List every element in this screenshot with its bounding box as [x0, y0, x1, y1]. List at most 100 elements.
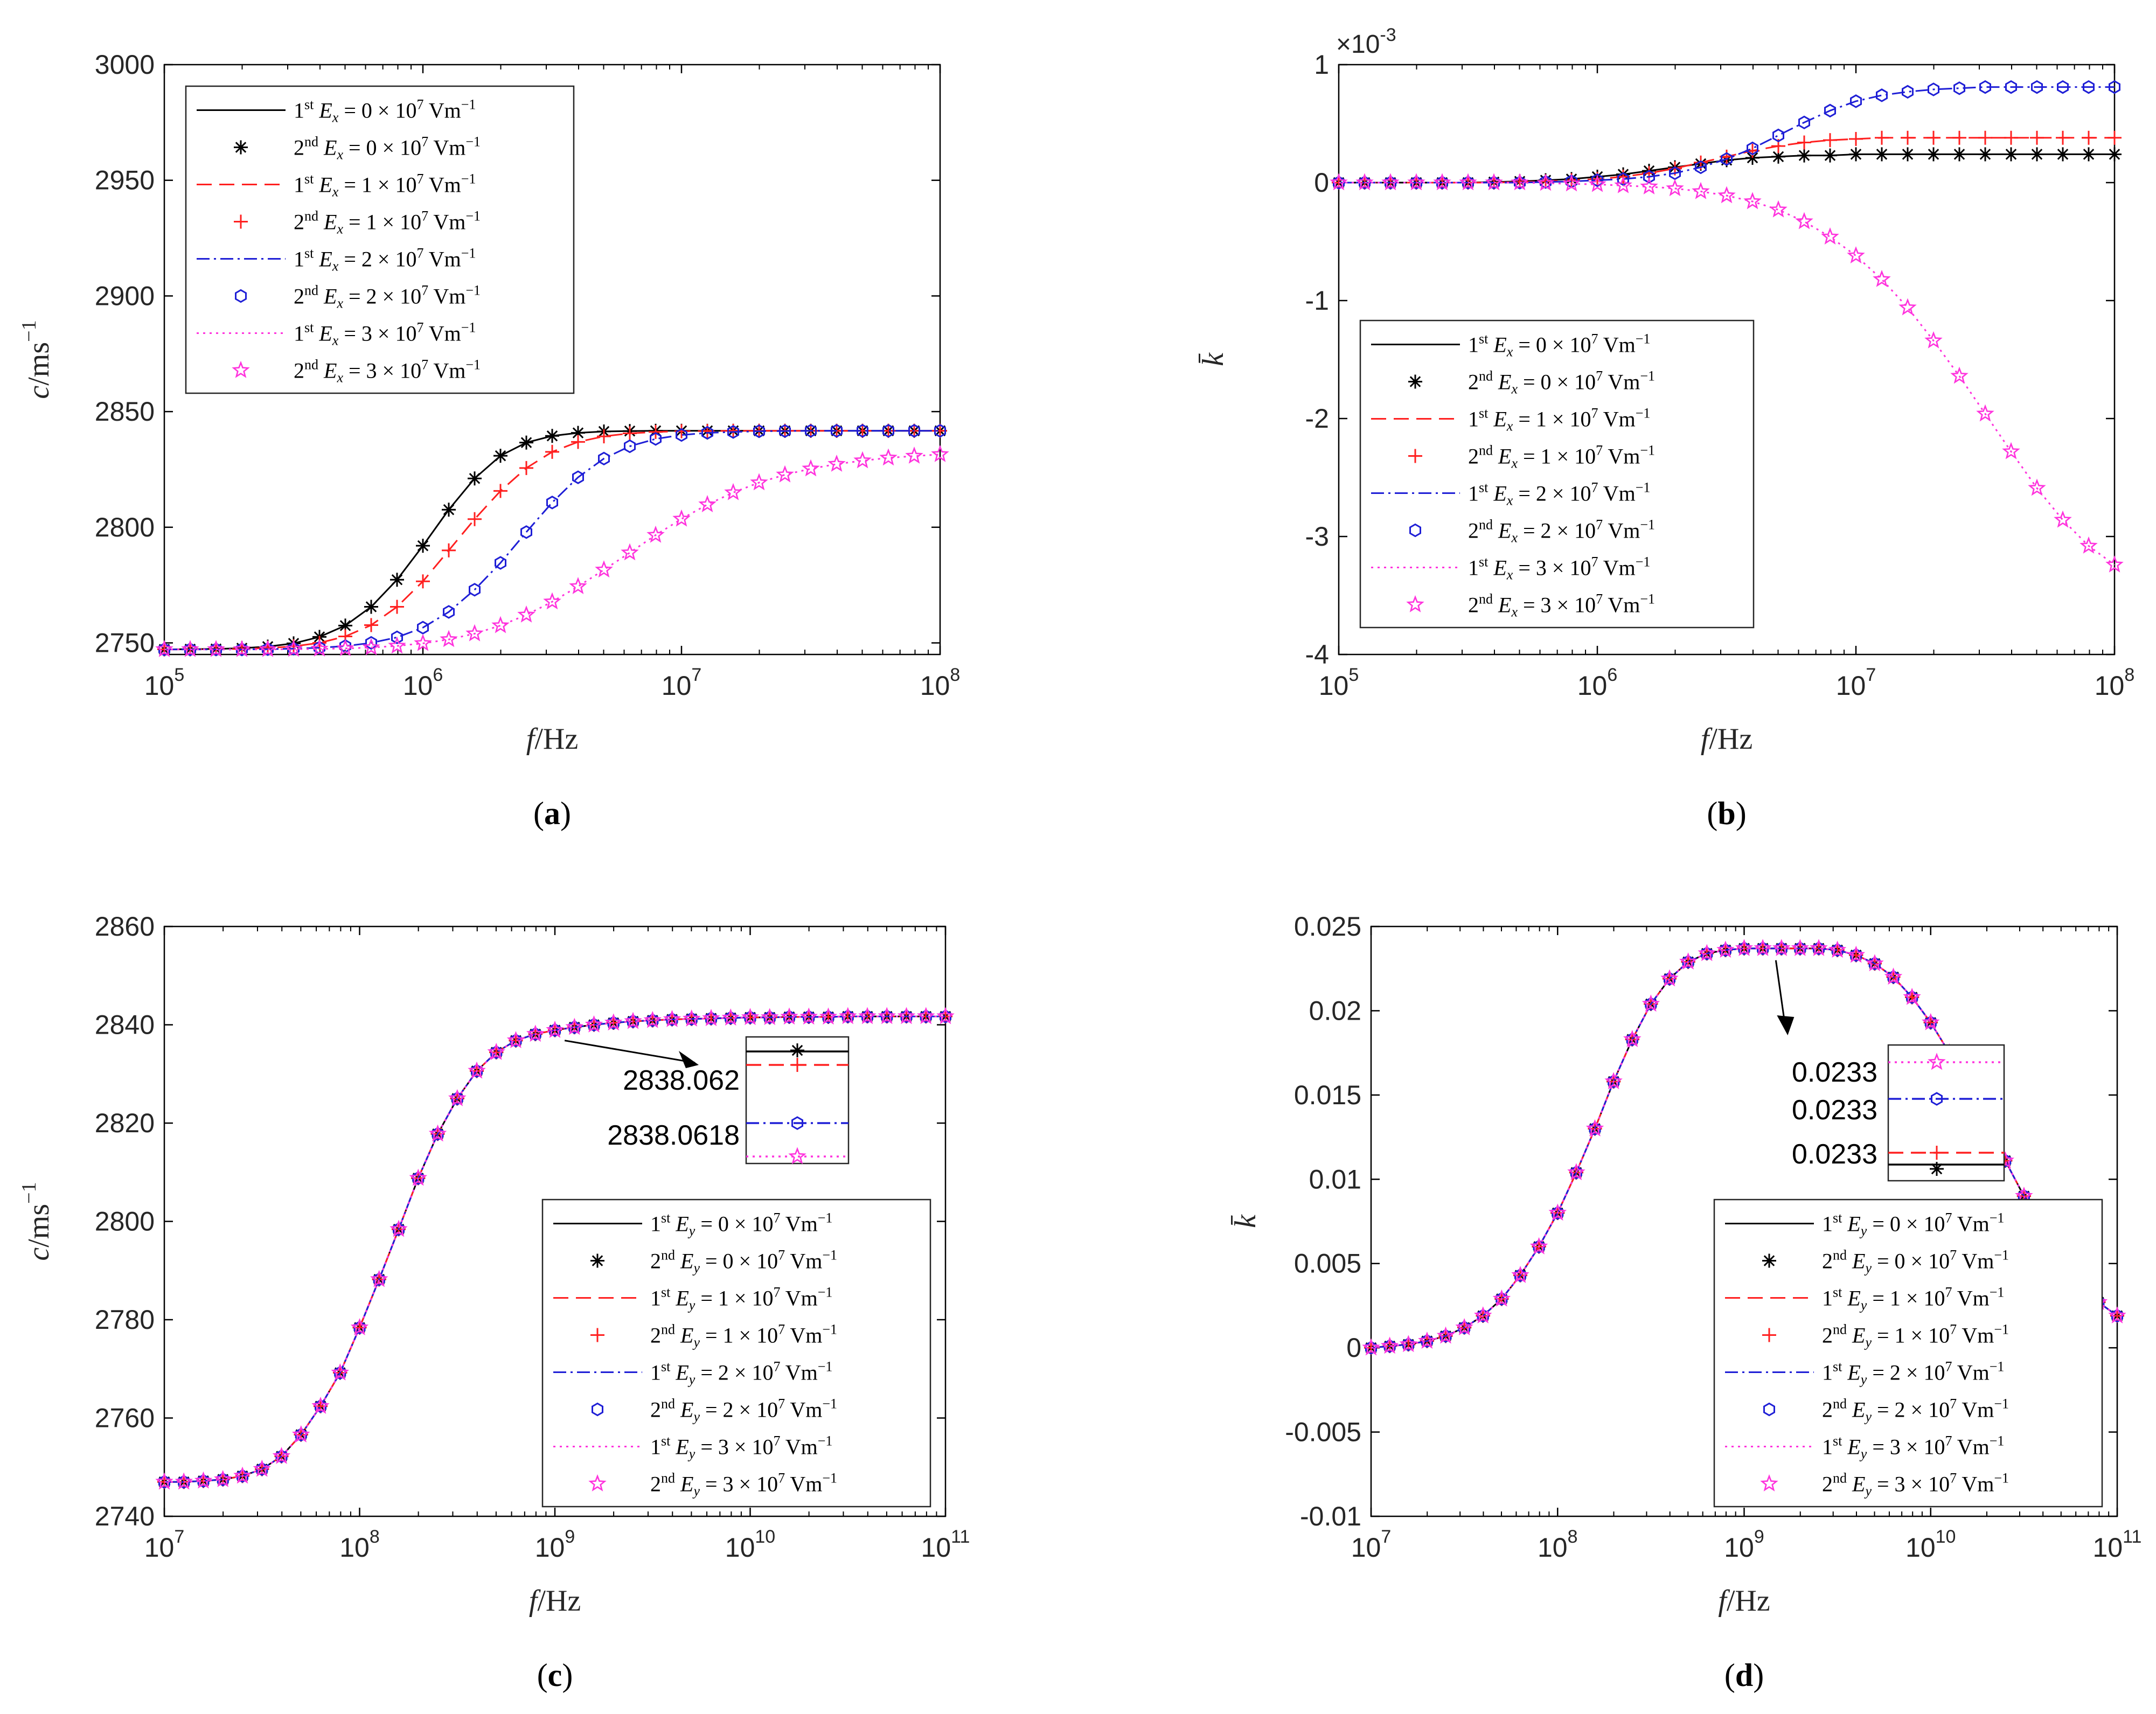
data-point	[1754, 939, 1772, 956]
data-point	[1850, 94, 1862, 108]
data-point	[1591, 173, 1603, 187]
data-point	[1567, 1163, 1585, 1181]
data-point	[2004, 130, 2018, 145]
legend-marker-swatch	[234, 140, 248, 155]
data-point	[595, 560, 613, 578]
data-point	[1921, 1013, 1940, 1030]
legend: 1st Ex = 0 × 107 Vm−1 2nd Ex = 0 × 107 Vm…	[185, 85, 575, 394]
legend-entry: 2nd Ex = 1 × 107 Vm−1	[1408, 443, 1655, 471]
y-tick-label: 0	[1346, 1333, 1361, 1363]
data-point	[805, 424, 817, 438]
data-point	[1952, 130, 1966, 145]
legend-entry-label: 1st Ex = 1 × 107 Vm−1	[1468, 406, 1650, 434]
data-point	[428, 1124, 447, 1142]
legend-entry-label: 2nd Ey = 2 × 107 Vm−1	[1822, 1396, 2009, 1425]
data-point	[545, 444, 559, 459]
legend-box	[1713, 1199, 2103, 1508]
legend-marker-swatch	[590, 1253, 604, 1268]
chart-panel-d: 107 108 109 1010 1011 -0.01 -0.005 0 0.005 0.01 0.…	[1229, 911, 2141, 1693]
legend-entry-label: 1st Ex = 2 × 107 Vm−1	[294, 246, 476, 274]
data-point	[1884, 967, 1903, 985]
inset-marker	[1930, 1162, 1944, 1176]
data-point	[207, 639, 225, 657]
data-point-stroke	[1747, 152, 1758, 164]
data-point	[1380, 1336, 1399, 1354]
data-point-stroke	[1876, 149, 1888, 160]
legend-entry-label: 2nd Ey = 3 × 107 Vm−1	[1822, 1471, 2009, 1499]
inset-marker	[791, 1116, 803, 1130]
legend-marker-swatch	[590, 1328, 604, 1342]
data-point	[750, 473, 768, 491]
data-point	[2004, 147, 2018, 162]
data-point	[362, 638, 380, 656]
data-point	[1511, 173, 1529, 191]
legend-entry: 2nd Ey = 2 × 107 Vm−1	[592, 1396, 837, 1425]
inset-label: 0.0233	[1792, 1057, 1877, 1088]
data-point	[882, 424, 894, 438]
legend-entry: 2nd Ex = 3 × 107 Vm−1	[232, 357, 481, 386]
data-point-stroke	[417, 540, 429, 552]
legend-entry: 1st Ey = 2 × 107 Vm−1	[1725, 1359, 2004, 1388]
data-point-stroke	[2005, 149, 2017, 160]
data-point-stroke	[1953, 149, 1965, 160]
data-point	[799, 1007, 818, 1025]
legend-entry: 2nd Ey = 3 × 107 Vm−1	[1760, 1471, 2009, 1499]
data-point	[253, 1459, 271, 1477]
data-point	[1928, 82, 1939, 96]
data-point	[495, 556, 506, 570]
series-line	[1371, 947, 2118, 1349]
legend-entry-label: 2nd Ex = 0 × 107 Vm−1	[294, 134, 481, 163]
data-point	[858, 1007, 877, 1025]
x-tick-label: 108	[1538, 1527, 1578, 1563]
data-point	[1585, 1119, 1604, 1137]
legend-marker-swatch-stroke	[1409, 376, 1421, 387]
data-point	[2082, 130, 2096, 145]
series-line	[164, 1015, 945, 1483]
legend-entry: 1st Ex = 2 × 107 Vm−1	[1371, 480, 1650, 508]
legend-entry: 2nd Ex = 0 × 107 Vm−1	[234, 134, 481, 163]
data-point-stroke	[1824, 150, 1836, 161]
x-tick-label: 1010	[1905, 1527, 1956, 1563]
legend-entry-label: 1st Ex = 2 × 107 Vm−1	[1468, 480, 1650, 508]
legend-entry: 2nd Ey = 2 × 107 Vm−1	[1763, 1396, 2009, 1425]
legend-entry: 2nd Ex = 1 × 107 Vm−1	[234, 208, 481, 237]
y-tick-label: -3	[1305, 521, 1329, 552]
y-tick-label: 0	[1314, 168, 1329, 198]
data-point	[272, 1447, 291, 1464]
data-point	[1875, 130, 1889, 145]
data-point	[1604, 1072, 1623, 1090]
data-point	[1529, 1237, 1548, 1255]
data-point-stroke	[546, 430, 558, 442]
legend-entry: 1st Ey = 2 × 107 Vm−1	[553, 1359, 832, 1388]
legend-marker-swatch	[1409, 523, 1421, 538]
inset-marker	[788, 1147, 806, 1165]
data-point	[213, 1470, 232, 1487]
legend-marker-swatch	[235, 289, 247, 303]
data-point-stroke	[495, 450, 506, 462]
data-point-stroke	[443, 504, 455, 515]
data-point	[1716, 940, 1735, 958]
inset-marker-stroke	[791, 1044, 803, 1056]
data-point-stroke	[2057, 149, 2069, 160]
data-point	[233, 639, 251, 657]
data-point-stroke	[2031, 149, 2043, 160]
x-tick-label: 107	[1351, 1527, 1392, 1563]
y-axis-label: k̄	[1229, 1214, 1262, 1228]
y-tick-label: 1	[1314, 50, 1329, 80]
data-point	[1433, 173, 1451, 191]
legend-marker-swatch-stroke	[592, 1255, 603, 1266]
data-point	[1847, 945, 1866, 963]
data-point	[2080, 536, 2098, 554]
legend-entry-label: 1st Ey = 1 × 107 Vm−1	[1822, 1285, 2004, 1313]
inset-box	[1887, 1044, 2005, 1182]
data-point	[741, 1008, 760, 1026]
data-point	[621, 543, 639, 561]
y-tick-label: 2780	[95, 1305, 155, 1335]
data-point	[2031, 80, 2043, 94]
legend-entry-label: 2nd Ey = 0 × 107 Vm−1	[650, 1248, 837, 1276]
data-point	[1979, 80, 1991, 94]
data-point	[388, 636, 406, 654]
legend-entry: 1st Ey = 0 × 107 Vm−1	[1725, 1210, 2004, 1239]
data-point	[1362, 1338, 1380, 1356]
data-point	[2108, 147, 2122, 162]
